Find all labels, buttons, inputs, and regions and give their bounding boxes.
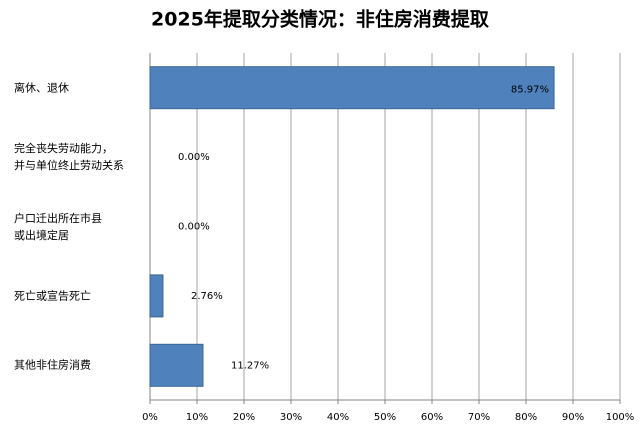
x-tick-label: 80% xyxy=(515,412,537,423)
y-tick-label: 完全丧失劳动能力， 并与单位终止劳动关系 xyxy=(14,142,124,173)
chart-title: 2025年提取分类情况：非住房消费提取 xyxy=(151,8,489,31)
value-label: 0.00% xyxy=(178,222,210,233)
y-tick-label: 死亡或宣告死亡 xyxy=(14,289,91,303)
x-tick-label: 40% xyxy=(327,412,349,423)
x-tick-label: 10% xyxy=(186,412,208,423)
value-label: 0.00% xyxy=(178,152,210,163)
x-tick-label: 100% xyxy=(606,412,635,423)
x-tick-label: 30% xyxy=(280,412,302,423)
x-tick-label: 70% xyxy=(468,412,490,423)
y-tick-label: 户口迁出所在市县 或出境定居 xyxy=(14,211,102,242)
y-tick-label: 离休、退休 xyxy=(14,81,69,95)
x-tick-label: 0% xyxy=(142,412,158,423)
x-tick-label: 20% xyxy=(233,412,255,423)
bar xyxy=(149,66,555,110)
y-tick-label: 其他非住房消费 xyxy=(14,358,91,372)
bar xyxy=(149,274,164,318)
x-tick-label: 60% xyxy=(421,412,443,423)
bar xyxy=(149,343,204,387)
value-label: 2.76% xyxy=(191,291,223,302)
x-tick-label: 90% xyxy=(562,412,584,423)
x-tick-label: 50% xyxy=(374,412,396,423)
value-label: 85.97% xyxy=(511,85,549,96)
value-label: 11.27% xyxy=(231,360,269,371)
